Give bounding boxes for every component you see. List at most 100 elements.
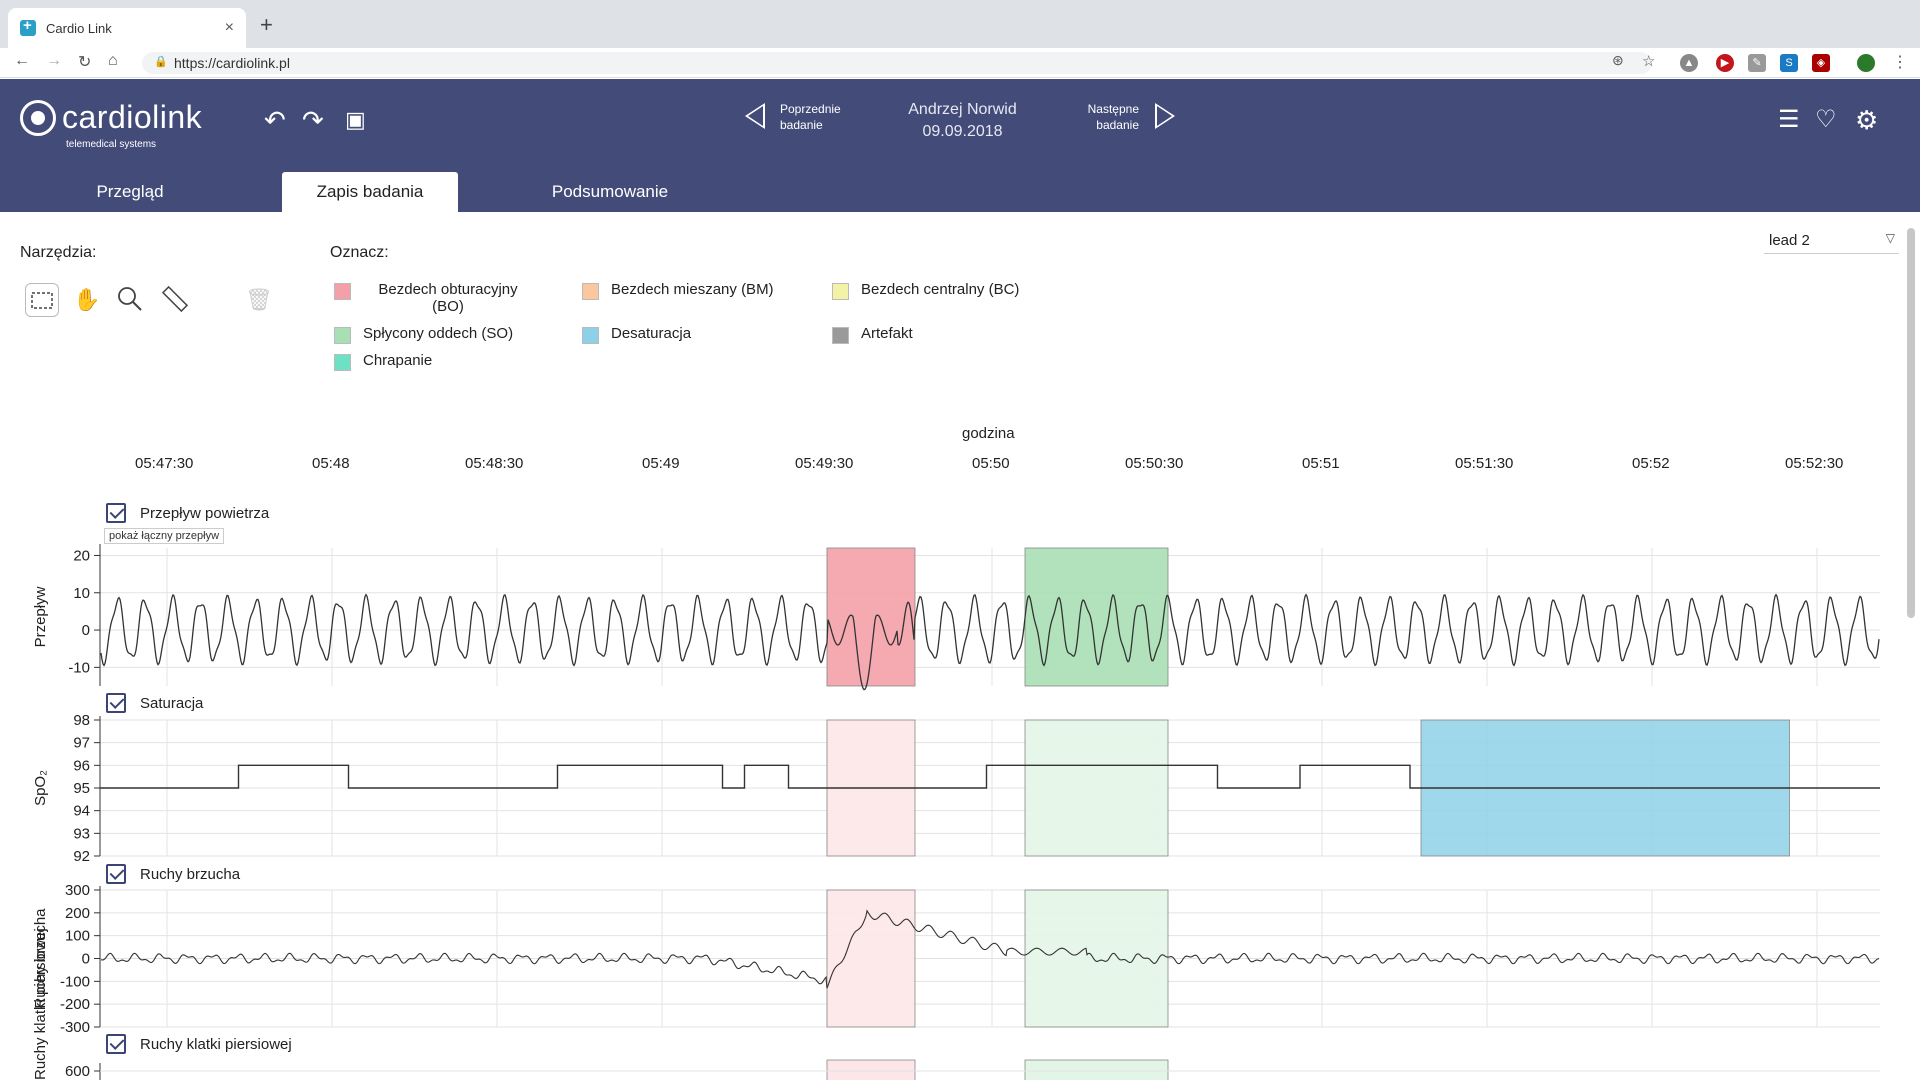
event-annotation bbox=[826, 719, 916, 857]
patient-name: Andrzej Norwid bbox=[908, 101, 1017, 118]
previous-exam-arrow-icon[interactable] bbox=[745, 103, 765, 129]
delete-tool[interactable]: 🗑 bbox=[242, 283, 276, 317]
ruler-tool[interactable] bbox=[158, 283, 192, 317]
marks-label: Oznacz: bbox=[330, 244, 389, 261]
app-header: cardiolink telemedical systems ↶ ↷ ▣ Pop… bbox=[0, 79, 1920, 212]
spo2-channel-label: Saturacja bbox=[140, 694, 204, 712]
mark-snoring-swatch bbox=[334, 354, 351, 371]
abdomen-channel-label: Ruchy brzucha bbox=[140, 865, 241, 883]
chest-channel-header: Ruchy klatki piersiowej bbox=[106, 1034, 292, 1054]
y-tick-label: 10 bbox=[73, 585, 90, 602]
next-exam-label-2: badanie bbox=[1096, 118, 1139, 132]
translate-icon[interactable]: ⊛ bbox=[1612, 52, 1624, 68]
flow-checkbox[interactable] bbox=[106, 503, 126, 523]
logo-subtitle: telemedical systems bbox=[66, 139, 157, 150]
previous-exam-label-2: badanie bbox=[780, 118, 823, 132]
mark-snoring-label: Chrapanie bbox=[363, 352, 433, 369]
y-tick-label: 0 bbox=[82, 622, 90, 639]
browser-tab[interactable]: Cardio Link × bbox=[8, 8, 246, 48]
save-icon[interactable]: ▣ bbox=[345, 107, 366, 132]
extension-shield-icon[interactable]: ◈ bbox=[1812, 54, 1830, 72]
hand-tool[interactable]: ✋ bbox=[70, 283, 104, 317]
mark-artifact-swatch bbox=[832, 327, 849, 344]
next-exam-button[interactable]: Następne badanie bbox=[1083, 101, 1139, 133]
time-axis-title: godzina bbox=[962, 425, 1015, 442]
extension-s-icon[interactable]: S bbox=[1780, 54, 1798, 72]
lead-select[interactable]: lead 2 ▽ bbox=[1764, 228, 1899, 254]
spo2-checkbox[interactable] bbox=[106, 693, 126, 713]
next-exam-label-1: Następne bbox=[1087, 102, 1139, 116]
mark-bm[interactable]: Bezdech mieszany (BM) bbox=[582, 281, 774, 300]
y-tick-label: 600 bbox=[65, 1063, 90, 1080]
select-rect-tool[interactable] bbox=[25, 283, 59, 317]
abdomen-signal-line bbox=[100, 909, 1880, 989]
chevron-down-icon: ▽ bbox=[1885, 231, 1895, 245]
home-icon[interactable]: ⌂ bbox=[108, 52, 118, 69]
heart-icon[interactable]: ♡ bbox=[1815, 106, 1837, 133]
y-tick-label: 94 bbox=[73, 803, 90, 820]
previous-exam-label-1: Poprzednie bbox=[780, 102, 841, 116]
ruler-icon bbox=[161, 285, 189, 313]
address-bar-row: ← → ↻ ⌂ 🔒 https://cardiolink.pl ⊛ ☆ ▲ ▶ … bbox=[0, 48, 1920, 78]
mark-bc[interactable]: Bezdech centralny (BC) bbox=[832, 281, 1019, 300]
mark-desaturation[interactable]: Desaturacja bbox=[582, 325, 691, 344]
cardiolink-logo-icon bbox=[20, 99, 56, 136]
previous-exam-button[interactable]: Poprzednie badanie bbox=[780, 101, 841, 133]
main-tabs: Przegląd Zapis badania Podsumowanie bbox=[0, 172, 1920, 212]
list-icon[interactable]: ☰ bbox=[1778, 106, 1800, 133]
extension-tool-icon[interactable]: ✎ bbox=[1748, 54, 1766, 72]
mark-bo-label: Bezdech obturacyjny (BO) bbox=[378, 281, 518, 315]
time-tick: 05:52:30 bbox=[1785, 455, 1844, 472]
time-tick: 05:49 bbox=[642, 455, 680, 472]
back-icon[interactable]: ← bbox=[14, 52, 30, 69]
zoom-icon bbox=[118, 287, 142, 311]
show-total-flow-button[interactable]: pokaż łączny przepływ bbox=[104, 528, 225, 544]
mark-bo[interactable]: Bezdech obturacyjny (BO) bbox=[334, 281, 534, 315]
time-tick: 05:51 bbox=[1302, 455, 1340, 472]
event-annotation bbox=[826, 547, 916, 687]
url-field[interactable]: 🔒 https://cardiolink.pl bbox=[142, 52, 1652, 74]
time-tick: 05:48:30 bbox=[465, 455, 524, 472]
url-text: https://cardiolink.pl bbox=[174, 55, 290, 71]
chest-checkbox[interactable] bbox=[106, 1034, 126, 1054]
logo-name: cardiolink bbox=[62, 99, 203, 135]
mark-so[interactable]: Spłycony oddech (SO) bbox=[334, 325, 513, 344]
extension-cloud-icon[interactable]: ▲ bbox=[1680, 54, 1698, 72]
abdomen-checkbox[interactable] bbox=[106, 864, 126, 884]
abdomen-channel-header: Ruchy brzucha bbox=[106, 864, 240, 884]
lead-select-value: lead 2 bbox=[1769, 232, 1810, 249]
scrollbar[interactable] bbox=[1907, 228, 1915, 618]
settings-gear-icon[interactable]: ⚙ bbox=[1855, 105, 1879, 135]
redo-icon[interactable]: ↷ bbox=[302, 105, 324, 135]
tab-podsumowanie[interactable]: Podsumowanie bbox=[551, 182, 669, 201]
y-tick-label: -10 bbox=[68, 659, 90, 676]
forward-icon[interactable]: → bbox=[46, 52, 62, 69]
browser-menu-icon[interactable]: ⋮ bbox=[1892, 54, 1908, 71]
logo[interactable]: cardiolink telemedical systems bbox=[20, 99, 203, 150]
star-icon[interactable]: ☆ bbox=[1642, 53, 1656, 70]
undo-icon[interactable]: ↶ bbox=[264, 105, 286, 135]
exam-date: 09.09.2018 bbox=[922, 123, 1003, 140]
new-tab-icon[interactable]: + bbox=[260, 12, 273, 37]
tab-przeglad[interactable]: Przegląd bbox=[96, 182, 164, 201]
mark-snoring[interactable]: Chrapanie bbox=[334, 352, 432, 371]
spo2-signal-line bbox=[100, 764, 1880, 789]
zoom-tool[interactable] bbox=[113, 283, 147, 317]
flow-signal-line bbox=[100, 593, 1880, 691]
time-tick: 05:52 bbox=[1632, 455, 1670, 472]
event-annotation bbox=[1024, 1059, 1169, 1080]
tab-zapis-badania[interactable]: Zapis badania bbox=[282, 172, 458, 212]
mark-bm-swatch bbox=[582, 283, 599, 300]
flow-channel-header: Przepływ powietrza bbox=[106, 503, 269, 523]
profile-avatar[interactable] bbox=[1857, 54, 1875, 72]
tools-label: Narzędzia: bbox=[20, 244, 97, 261]
flow-channel-label: Przepływ powietrza bbox=[140, 504, 270, 522]
y-tick-label: 97 bbox=[73, 735, 90, 752]
y-axis-label: Przepływ bbox=[32, 586, 49, 647]
mark-artifact[interactable]: Artefakt bbox=[832, 325, 913, 344]
close-tab-icon[interactable]: × bbox=[224, 19, 234, 36]
next-exam-arrow-icon[interactable] bbox=[1155, 103, 1175, 129]
reload-icon[interactable]: ↻ bbox=[78, 54, 92, 71]
mark-so-swatch bbox=[334, 327, 351, 344]
extension-play-icon[interactable]: ▶ bbox=[1716, 54, 1734, 72]
